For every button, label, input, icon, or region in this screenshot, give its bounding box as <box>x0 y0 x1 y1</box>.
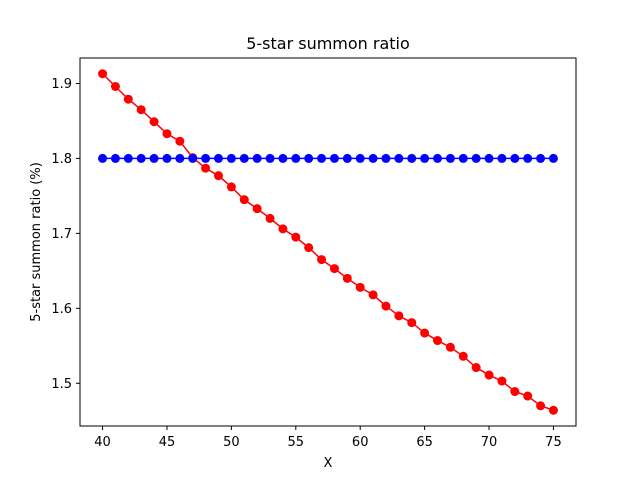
series-1-point <box>304 153 314 163</box>
series-0-point <box>110 81 120 91</box>
series-0-point <box>304 243 314 253</box>
series-0-point <box>317 255 327 265</box>
series-1-point <box>175 153 185 163</box>
series-0-point <box>342 273 352 283</box>
series-0-point <box>548 405 558 415</box>
series-1-point <box>265 153 275 163</box>
series-1-point <box>445 153 455 163</box>
y-tick-label: 1.6 <box>51 302 72 317</box>
series-1-point <box>291 153 301 163</box>
series-1-point <box>226 153 236 163</box>
series-0-point <box>162 129 172 139</box>
series-0-point <box>136 105 146 115</box>
series-0-point <box>123 94 133 104</box>
series-1-point <box>484 153 494 163</box>
series-0-point <box>291 232 301 242</box>
series-1-point <box>123 153 133 163</box>
y-tick-label: 1.8 <box>51 152 72 167</box>
series-0-point <box>394 311 404 321</box>
plot-area-frame <box>79 57 577 427</box>
y-tick-label: 1.5 <box>51 377 72 392</box>
series-1-point <box>201 153 211 163</box>
series-0-point <box>98 69 108 79</box>
series-0-point <box>471 363 481 373</box>
series-0-point <box>420 328 430 338</box>
series-1-point <box>471 153 481 163</box>
series-1-point <box>458 153 468 163</box>
y-axis-label: 5-star summon ratio (%) <box>29 162 44 322</box>
series-0-point <box>226 182 236 192</box>
series-1-point <box>110 153 120 163</box>
series-1-point <box>342 153 352 163</box>
x-tick-label: 40 <box>94 435 111 450</box>
series-1-point <box>548 153 558 163</box>
series-layer <box>98 69 558 415</box>
series-1-point <box>394 153 404 163</box>
series-1-point <box>136 153 146 163</box>
series-1-point <box>149 153 159 163</box>
series-1-point <box>368 153 378 163</box>
chart-title: 5-star summon ratio <box>246 34 410 53</box>
y-tick-label: 1.9 <box>51 77 72 92</box>
x-axis-label: X <box>324 456 333 471</box>
series-1-point <box>252 153 262 163</box>
series-0-point <box>329 264 339 274</box>
series-0-point <box>497 376 507 386</box>
x-tick-label: 55 <box>288 435 305 450</box>
series-0-point <box>407 318 417 328</box>
series-1-point <box>162 153 172 163</box>
series-0-point <box>149 117 159 127</box>
series-0-point <box>510 387 520 397</box>
series-0-point <box>201 163 211 173</box>
series-1-point <box>213 153 223 163</box>
series-1-point <box>420 153 430 163</box>
series-0-point <box>252 204 262 214</box>
series-1-point <box>188 153 198 163</box>
series-0-point <box>445 342 455 352</box>
y-tick-label: 1.7 <box>51 227 72 242</box>
series-0-point <box>239 195 249 205</box>
series-1-point <box>317 153 327 163</box>
x-tick-label: 65 <box>416 435 433 450</box>
series-1-point <box>381 153 391 163</box>
x-tick-label: 50 <box>223 435 240 450</box>
series-1-point <box>510 153 520 163</box>
y-axis-ticks: 1.5 1.6 1.7 1.8 1.9 <box>51 77 80 392</box>
x-axis-ticks: 40 45 50 55 60 65 70 75 <box>94 426 562 450</box>
series-0-point <box>523 391 533 401</box>
series-1-point <box>523 153 533 163</box>
series-0-point <box>175 136 185 146</box>
series-0-point <box>458 351 468 361</box>
series-1-point <box>433 153 443 163</box>
series-1-point <box>98 153 108 163</box>
series-1-point <box>278 153 288 163</box>
x-tick-label: 75 <box>545 435 562 450</box>
x-tick-label: 60 <box>352 435 369 450</box>
series-0-point <box>484 370 494 380</box>
series-0-point <box>265 213 275 223</box>
series-0-point <box>355 282 365 292</box>
series-0-point <box>381 301 391 311</box>
series-1-point <box>355 153 365 163</box>
series-0-point <box>213 171 223 181</box>
series-0-point <box>368 290 378 300</box>
series-0-point <box>536 401 546 411</box>
series-0-point <box>278 224 288 234</box>
series-1-point <box>536 153 546 163</box>
series-1-point <box>329 153 339 163</box>
series-1-point <box>407 153 417 163</box>
series-1-point <box>239 153 249 163</box>
series-0-point <box>433 336 443 346</box>
series-1-point <box>497 153 507 163</box>
x-tick-label: 45 <box>159 435 176 450</box>
x-tick-label: 70 <box>481 435 498 450</box>
